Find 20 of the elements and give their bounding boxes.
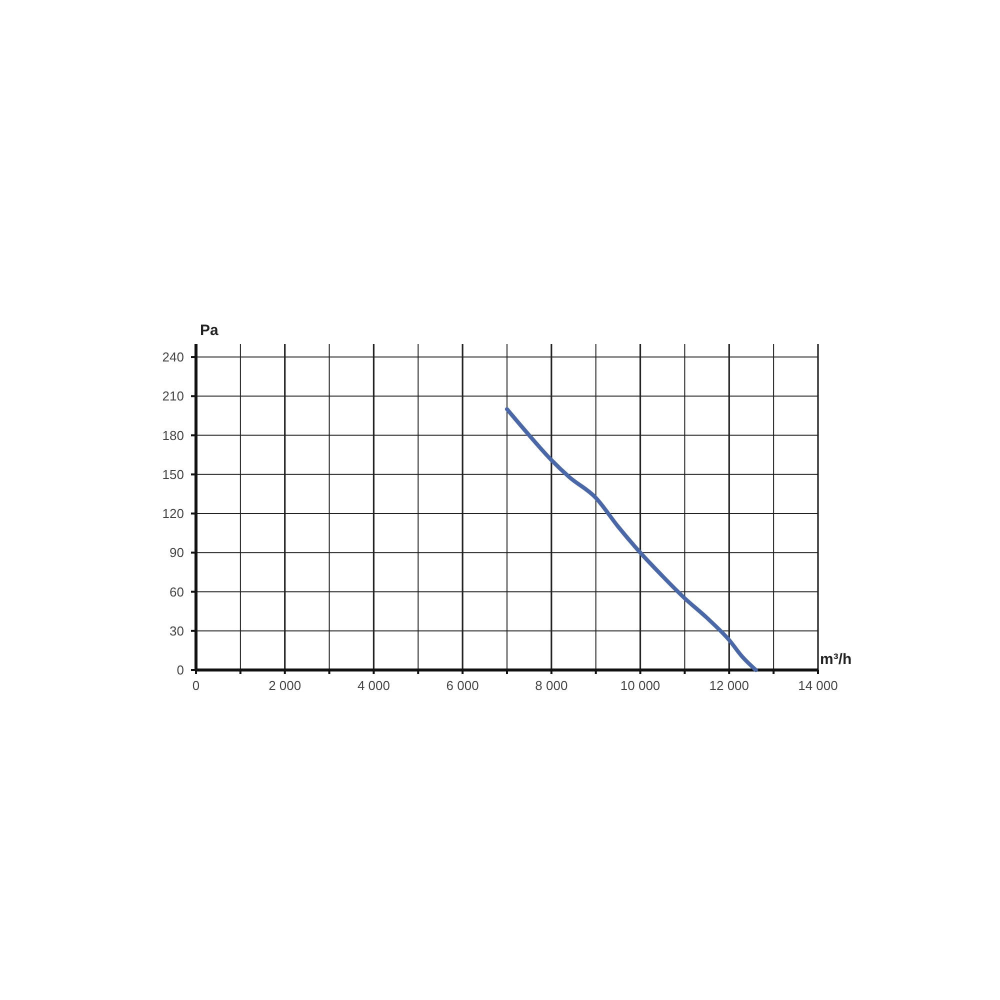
x-tick-label: 8 000	[535, 678, 568, 693]
y-tick-label: 120	[162, 506, 184, 522]
y-tick-label: 90	[170, 545, 184, 560]
y-tick-label: 180	[162, 428, 184, 443]
y-tick-label: 0	[176, 662, 184, 678]
x-tick-label: 14 000	[798, 678, 838, 693]
y-axis-title: Pa	[200, 322, 220, 339]
line-series	[505, 407, 758, 672]
x-tick-label: 6 000	[446, 678, 479, 693]
x-axis-title: m³/h	[820, 651, 852, 668]
x-tick-label: 10 000	[620, 678, 660, 693]
x-tick-label: 4 000	[357, 678, 390, 693]
y-tick-label: 60	[170, 584, 184, 600]
x-tick-label: 2 000	[268, 678, 302, 693]
x-tick-label: 12 000	[709, 678, 750, 693]
x-tick-label: 0	[192, 678, 200, 693]
y-tick-label: 150	[162, 466, 184, 482]
y-tick-label: 30	[170, 623, 184, 638]
y-tick-label: 240	[162, 350, 184, 365]
y-tick-label: 210	[162, 388, 184, 404]
